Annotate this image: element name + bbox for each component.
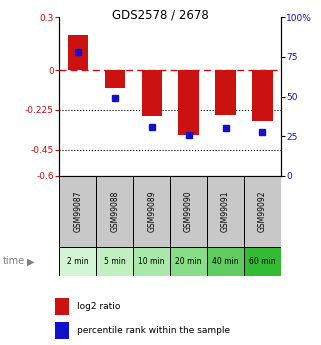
Bar bbox=[252, 70, 273, 121]
Bar bbox=[55, 322, 69, 339]
Text: GSM99090: GSM99090 bbox=[184, 190, 193, 232]
Text: log2 ratio: log2 ratio bbox=[77, 302, 120, 311]
Bar bbox=[105, 70, 125, 88]
Text: 40 min: 40 min bbox=[212, 257, 239, 266]
Bar bbox=[55, 298, 69, 315]
Bar bbox=[59, 176, 96, 247]
Bar bbox=[170, 247, 207, 276]
Text: 10 min: 10 min bbox=[138, 257, 165, 266]
Text: GDS2578 / 2678: GDS2578 / 2678 bbox=[112, 9, 209, 22]
Text: percentile rank within the sample: percentile rank within the sample bbox=[77, 326, 230, 335]
Bar bbox=[170, 176, 207, 247]
Bar bbox=[133, 247, 170, 276]
Text: 60 min: 60 min bbox=[249, 257, 276, 266]
Bar bbox=[207, 247, 244, 276]
Text: GSM99091: GSM99091 bbox=[221, 190, 230, 232]
Text: GSM99092: GSM99092 bbox=[258, 190, 267, 232]
Bar bbox=[96, 176, 133, 247]
Text: GSM99089: GSM99089 bbox=[147, 190, 156, 232]
Bar bbox=[244, 247, 281, 276]
Bar bbox=[207, 176, 244, 247]
Bar bbox=[96, 247, 133, 276]
Text: 5 min: 5 min bbox=[104, 257, 126, 266]
Bar bbox=[68, 35, 88, 70]
Bar bbox=[178, 70, 199, 135]
Bar bbox=[244, 176, 281, 247]
Bar bbox=[59, 247, 96, 276]
Bar bbox=[142, 70, 162, 116]
Text: GSM99087: GSM99087 bbox=[73, 190, 82, 232]
Bar bbox=[215, 70, 236, 115]
Text: GSM99088: GSM99088 bbox=[110, 191, 119, 232]
Text: ▶: ▶ bbox=[27, 256, 35, 266]
Text: 2 min: 2 min bbox=[67, 257, 89, 266]
Text: 20 min: 20 min bbox=[175, 257, 202, 266]
Text: time: time bbox=[3, 256, 25, 266]
Bar bbox=[133, 176, 170, 247]
